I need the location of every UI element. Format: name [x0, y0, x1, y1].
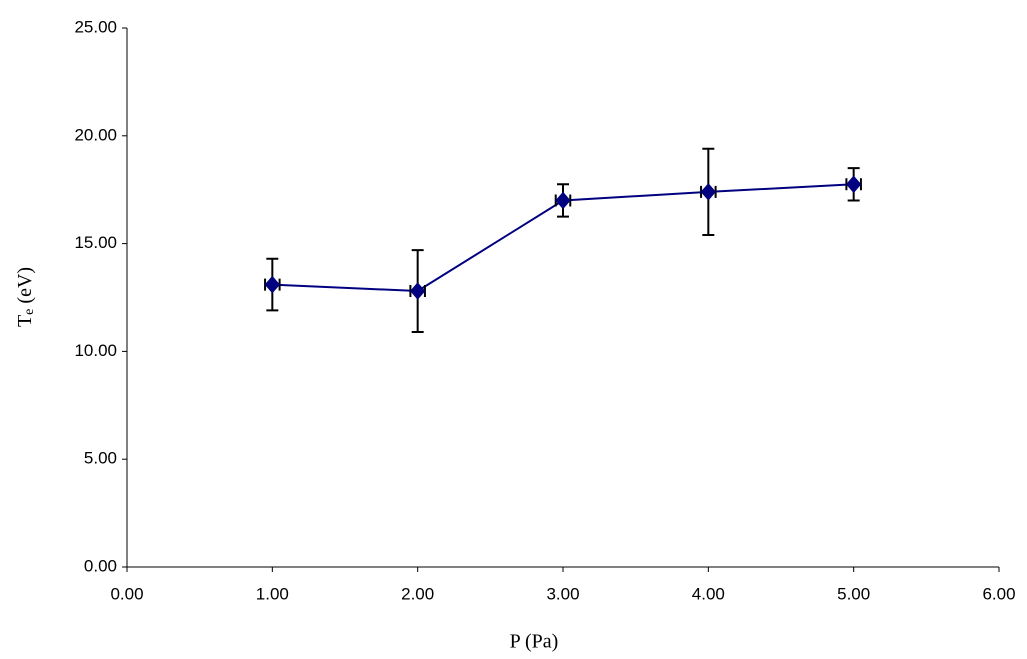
x-tick-label: 2.00 — [401, 584, 434, 603]
y-label-rest: (eV) — [14, 267, 36, 309]
marker — [264, 275, 280, 294]
y-tick-label: 15.00 — [74, 233, 117, 252]
x-tick-label: 6.00 — [982, 584, 1015, 603]
x-tick-label: 0.00 — [110, 584, 143, 603]
y-label-sub: e — [22, 309, 37, 315]
marker — [555, 191, 571, 210]
marker — [846, 175, 862, 194]
y-axis-label: Te (eV) — [14, 267, 38, 327]
y-tick-label: 20.00 — [74, 125, 117, 144]
marker — [410, 282, 426, 300]
y-tick-label: 0.00 — [84, 556, 117, 575]
y-tick-label: 5.00 — [84, 449, 117, 468]
x-tick-label: 3.00 — [546, 584, 579, 603]
x-tick-label: 1.00 — [256, 584, 289, 603]
y-tick-label: 10.00 — [74, 341, 117, 360]
x-axis-label: P (Pa) — [510, 631, 559, 653]
x-tick-label: 5.00 — [837, 584, 870, 603]
y-tick-label: 25.00 — [74, 17, 117, 36]
marker — [700, 183, 716, 201]
x-tick-label: 4.00 — [692, 584, 725, 603]
y-label-main: T — [14, 315, 36, 327]
